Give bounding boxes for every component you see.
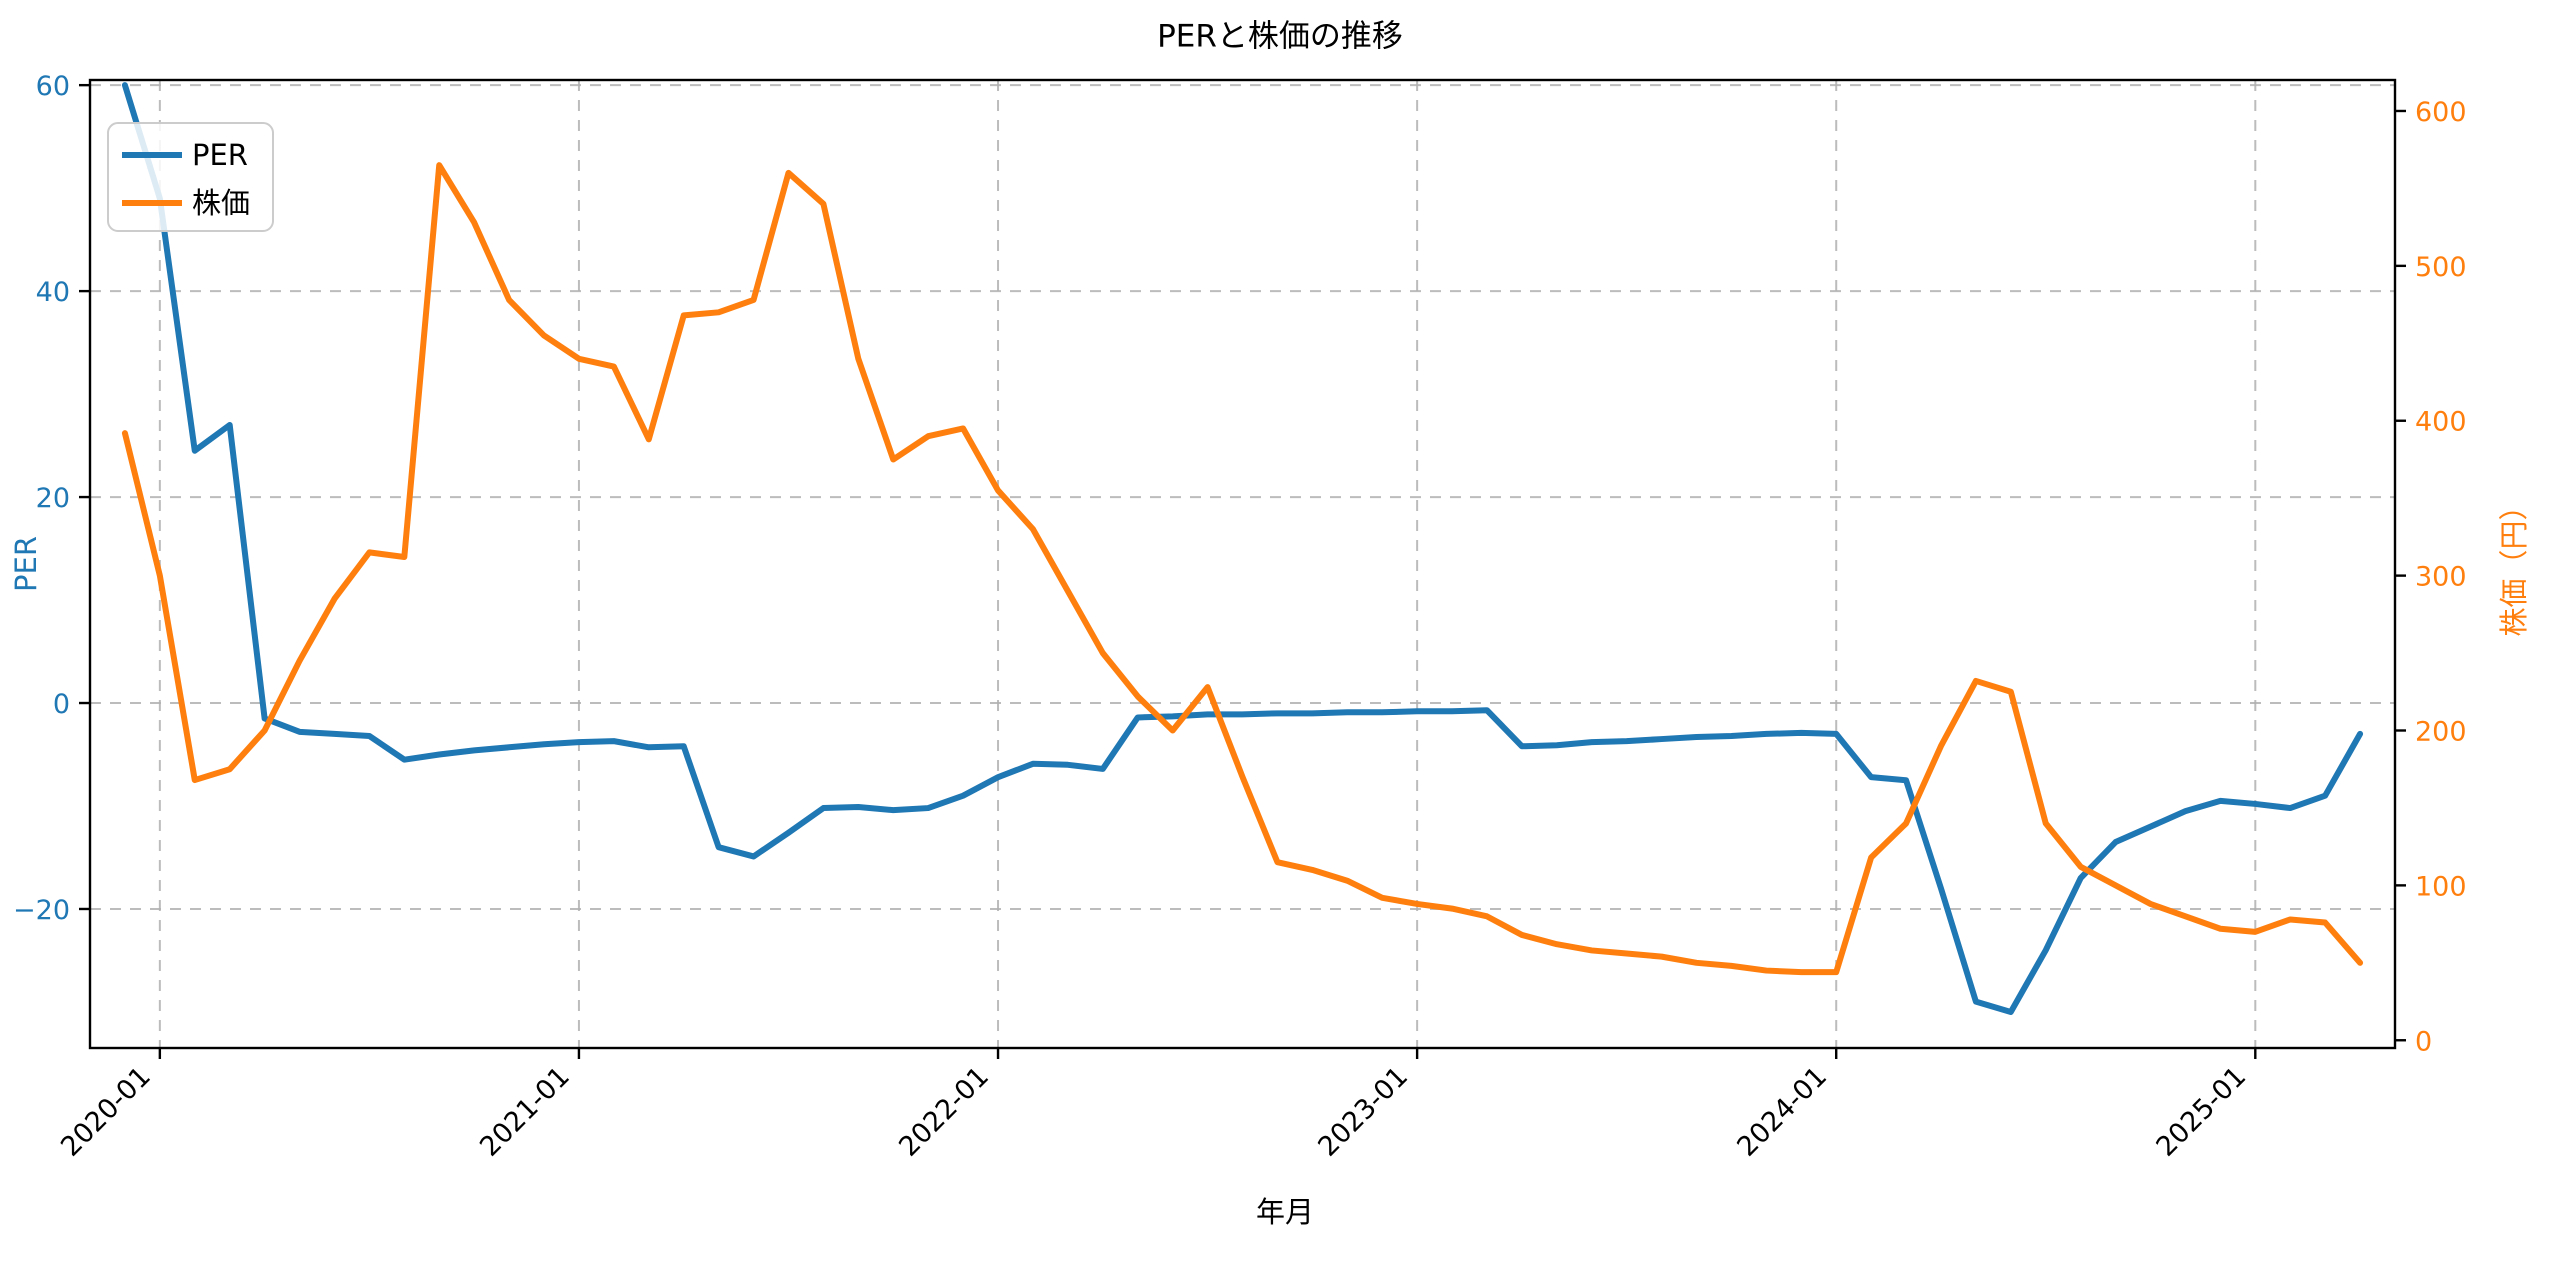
y-right-tick-label: 200 — [2415, 716, 2467, 747]
y-right-tick-label: 100 — [2415, 871, 2467, 902]
series-line-kabuka — [121, 162, 2364, 976]
axes-spines — [88, 78, 2397, 1050]
legend-entry-kabuka[interactable]: 株価 — [122, 186, 250, 220]
y-right-tick-label: 300 — [2415, 562, 2467, 593]
y-left-tick-label: 40 — [36, 277, 70, 308]
y-left-tick-label: 60 — [36, 71, 70, 102]
legend-label-per: PER — [192, 138, 248, 172]
y-right-tick-label: 400 — [2415, 407, 2467, 438]
y-right-tick-label: 0 — [2415, 1026, 2432, 1057]
legend-label-kabuka: 株価 — [192, 186, 250, 220]
y-left-tick-label: 0 — [53, 689, 70, 720]
data-series-group — [121, 82, 2364, 1015]
plot-area — [90, 80, 2395, 1048]
y-left-tick-label: 20 — [36, 483, 70, 514]
y-axis-left-label: PER — [9, 536, 43, 592]
y-axis-right-label: 株価（円） — [2497, 491, 2531, 636]
legend-entry-per[interactable]: PER — [122, 138, 248, 172]
left-axis-ticks: 60 40 20 0 −20 — [13, 71, 90, 926]
y-right-tick-label: 500 — [2415, 252, 2467, 283]
chart-title: PERと株価の推移 — [1157, 19, 1403, 55]
y-left-tick-label: −20 — [13, 895, 70, 926]
x-axis-label: 年月 — [1256, 1195, 1314, 1229]
chart-legend[interactable]: PER 株価 — [107, 122, 274, 232]
right-axis-ticks: 600 500 400 300 200 100 0 — [2395, 97, 2467, 1057]
series-line-per — [121, 82, 2364, 1015]
y-right-tick-label: 600 — [2415, 97, 2467, 128]
